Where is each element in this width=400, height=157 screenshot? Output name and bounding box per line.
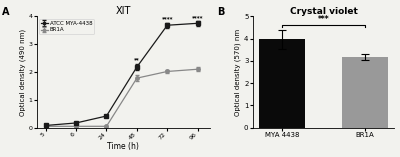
Bar: [342, 57, 388, 128]
Title: Crystal violet: Crystal violet: [290, 7, 358, 16]
Text: ****: ****: [162, 16, 173, 21]
Text: B: B: [217, 7, 224, 17]
Text: A: A: [2, 7, 9, 17]
Title: XIT: XIT: [116, 5, 131, 16]
Y-axis label: Optical density (490 nm): Optical density (490 nm): [19, 28, 26, 116]
Bar: [259, 39, 305, 128]
Legend: ATCC MYA-4438, BR1A: ATCC MYA-4438, BR1A: [39, 19, 94, 34]
Text: ****: ****: [192, 15, 204, 20]
X-axis label: Time (h): Time (h): [107, 142, 139, 152]
Text: **: **: [134, 57, 140, 62]
Y-axis label: Optical density (570) nm: Optical density (570) nm: [235, 28, 241, 116]
Text: ***: ***: [318, 15, 329, 24]
